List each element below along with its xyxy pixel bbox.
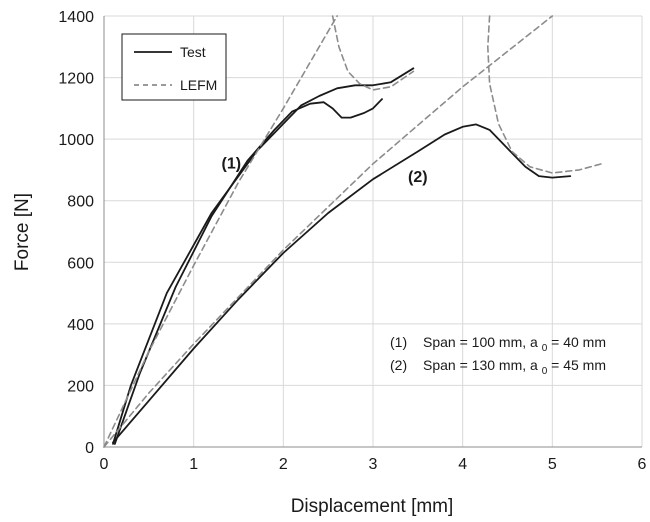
x-axis-title: Displacement [mm] [291, 496, 454, 517]
note-sub-1: 0 [542, 343, 548, 354]
note-sub-2: 0 [542, 366, 548, 377]
x-tick-label: 2 [279, 456, 288, 473]
note-text-1: Span = 100 mm, a [423, 334, 538, 350]
lefm-curve-7 [487, 15, 603, 174]
x-tick-label: 1 [189, 456, 198, 473]
y-tick-label: 1000 [58, 132, 94, 149]
test-curve-1 [112, 67, 415, 445]
series-layer [103, 15, 603, 448]
x-tick-label: 0 [100, 456, 109, 473]
y-tick-label: 800 [67, 194, 94, 211]
x-tick-label: 5 [548, 456, 557, 473]
curve-labels: (1) (2) [222, 155, 428, 186]
note-suffix-2: = 45 mm [551, 357, 606, 373]
axes [103, 16, 642, 448]
note-text-2: Span = 130 mm, a [423, 357, 538, 373]
y-tick-label: 400 [67, 317, 94, 334]
y-tick-label: 200 [67, 378, 94, 395]
y-tick-label: 1200 [58, 71, 94, 88]
note-suffix-1: = 40 mm [551, 334, 606, 350]
note-marker-2: (2) [390, 357, 407, 373]
legend-box [121, 33, 227, 101]
legend: Test LEFM [121, 33, 227, 101]
y-tick-label: 1400 [58, 9, 94, 26]
test-curve-2 [113, 98, 383, 445]
y-tick-label: 600 [67, 255, 94, 272]
x-tick-label: 4 [458, 456, 467, 473]
x-tick-label: 3 [369, 456, 378, 473]
tick-labels: 0 1 2 3 4 5 6 0 200 400 600 800 1000 1200 1400 [58, 9, 646, 473]
lefm-curve-4 [103, 15, 338, 448]
lefm-curve-6 [103, 15, 554, 448]
legend-label-test: Test [180, 44, 206, 60]
y-tick-label: 0 [85, 440, 94, 457]
lefm-curve-5 [331, 15, 415, 91]
test-curve-3 [112, 123, 572, 444]
note-marker-1: (1) [390, 334, 407, 350]
y-axis-title: Force [N] [12, 193, 33, 271]
curve-label-1: (1) [222, 155, 242, 172]
note-row-1: (1) Span = 100 mm, a 0 = 40 mm [390, 334, 606, 354]
x-tick-label: 6 [638, 456, 647, 473]
curve-label-2: (2) [408, 169, 428, 186]
note-row-2: (2) Span = 130 mm, a 0 = 45 mm [390, 357, 606, 377]
case-notes: (1) Span = 100 mm, a 0 = 40 mm (2) Span … [390, 334, 606, 377]
legend-label-lefm: LEFM [180, 77, 217, 93]
